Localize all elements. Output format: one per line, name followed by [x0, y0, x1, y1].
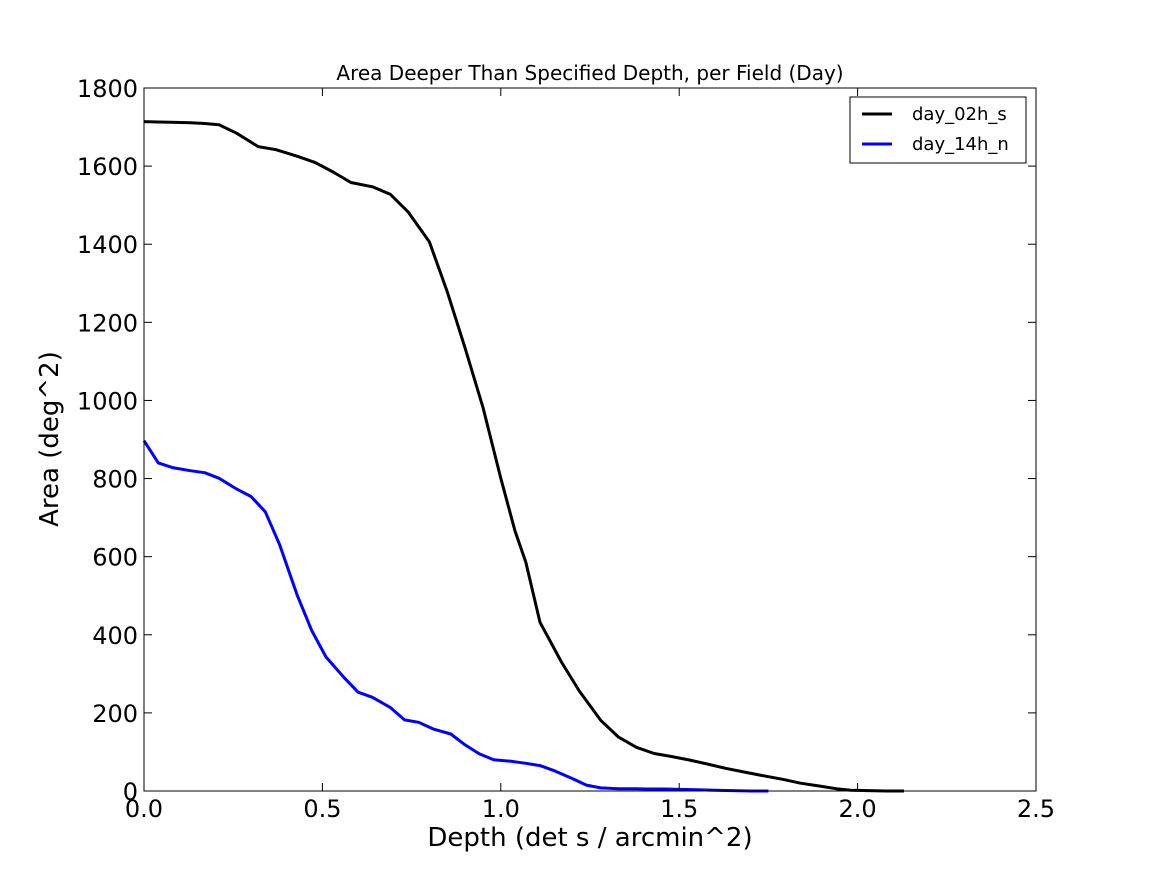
x-tick-label: 1.5 — [660, 795, 698, 823]
x-tick-label: 0.5 — [303, 795, 341, 823]
y-tick-label: 200 — [92, 700, 138, 728]
ticks-layer: 0.0 0.5 1.0 1.5 2.0 2.5 0 200 400 600 800 1000 1200 1… — [77, 75, 1055, 823]
y-tick-label: 1000 — [77, 387, 138, 415]
series-line-day_14h_n — [142, 439, 769, 793]
series-line-day_02h_s — [143, 120, 904, 793]
plot-area-frame — [143, 87, 1037, 792]
chart-title: Area Deeper Than Specified Depth, per Fi… — [336, 61, 843, 85]
y-tick-label: 800 — [92, 466, 138, 494]
series-layer — [142, 120, 904, 793]
y-tick-label: 1800 — [77, 75, 138, 103]
x-tick-label: 2.0 — [839, 795, 877, 823]
y-tick-label: 0 — [123, 778, 138, 806]
legend-label-day_14h_n: day_14h_n — [912, 134, 1009, 155]
x-axis-title: Depth (det s / arcmin^2) — [427, 823, 752, 853]
x-tick-label: 2.5 — [1017, 795, 1055, 823]
legend-box — [849, 96, 1027, 164]
legend: day_02h_s day_14h_n — [849, 96, 1027, 164]
y-axis-title: Area (deg^2) — [35, 351, 65, 527]
y-tick-label: 1200 — [77, 309, 138, 337]
x-tick-label: 1.0 — [482, 795, 520, 823]
legend-label-day_02h_s: day_02h_s — [912, 104, 1007, 125]
x-tick-label: 0.0 — [125, 795, 163, 823]
y-tick-label: 600 — [92, 544, 138, 572]
y-tick-label: 1600 — [77, 153, 138, 181]
y-tick-label: 400 — [92, 622, 138, 650]
y-tick-label: 1400 — [77, 231, 138, 259]
